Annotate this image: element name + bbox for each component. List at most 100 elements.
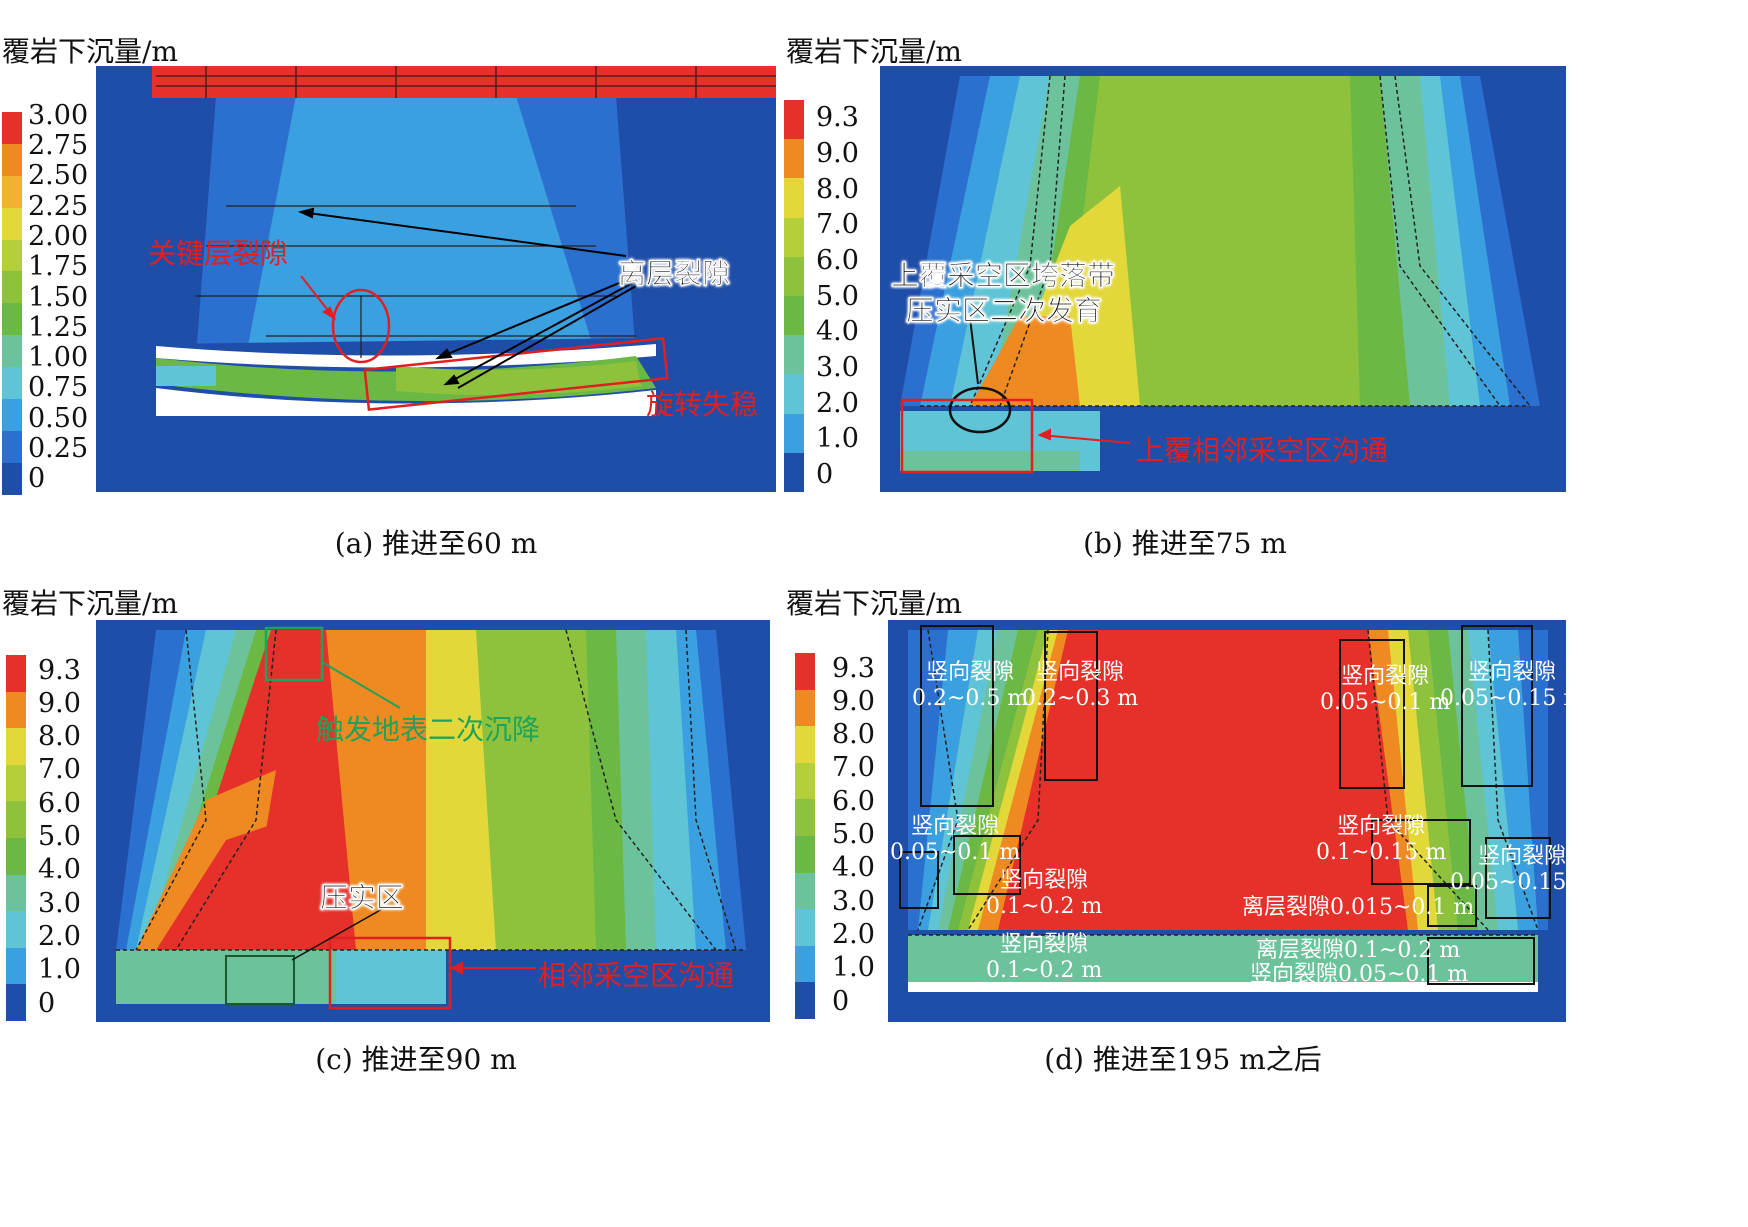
tick: 9.0 <box>816 138 859 169</box>
tick: 1.0 <box>832 952 875 983</box>
subsidence-contour-plot <box>96 620 770 1022</box>
key-layer-fracture-label: 关键层裂隙 <box>148 237 289 270</box>
vertical-fracture-label: 竖向裂隙 0.1~0.2 m <box>986 868 1102 920</box>
vertical-fracture-label: 竖向裂隙 0.05~0.15 m <box>1450 844 1594 896</box>
subsidence-contour-plot <box>888 620 1566 1022</box>
tick: 3.00 <box>28 100 89 131</box>
vertical-fracture-label: 竖向裂隙 0.2~0.5 m <box>912 660 1028 712</box>
compaction-zone-label: 压实区二次发育 <box>906 294 1103 327</box>
colorbar <box>6 655 26 1021</box>
colorbar-label: 覆岩下沉量/m <box>2 35 178 68</box>
vertical-fracture-label: 竖向裂隙 0.05~0.15 m <box>1440 660 1584 712</box>
tick: 3.0 <box>816 352 859 383</box>
fracture-title: 竖向裂隙 <box>1337 814 1426 839</box>
tick: 3.0 <box>832 886 875 917</box>
tick: 2.50 <box>28 160 89 191</box>
caption-d: (d) 推进至195 m之后 <box>1044 1043 1322 1076</box>
subsidence-contour-plot <box>880 66 1566 492</box>
tick: 4.0 <box>38 854 81 885</box>
subsidence-contour-plot <box>96 66 776 492</box>
tick: 1.50 <box>28 282 89 313</box>
colorbar-label: 覆岩下沉量/m <box>2 587 178 620</box>
vertical-fracture-label: 竖向裂隙 0.05~0.1 m <box>890 814 1020 866</box>
tick: 7.0 <box>832 752 875 783</box>
rotation-instability-label: 旋转失稳 <box>646 388 759 421</box>
fracture-title: 竖向裂隙 <box>926 660 1015 685</box>
fracture-title: 竖向裂隙 <box>1000 932 1089 957</box>
tick: 2.0 <box>816 388 859 419</box>
tick: 5.0 <box>38 821 81 852</box>
tick: 4.0 <box>832 852 875 883</box>
tick: 0.50 <box>28 403 89 434</box>
tick: 4.0 <box>816 316 859 347</box>
tick: 2.0 <box>38 921 81 952</box>
tick: 8.0 <box>832 719 875 750</box>
vertical-fracture-label: 竖向裂隙 0.2~0.3 m <box>1022 660 1138 712</box>
tick: 6.0 <box>38 788 81 819</box>
tick: 7.0 <box>38 754 81 785</box>
upper-goaf-caving-label: 上覆采空区垮落带 <box>891 259 1116 292</box>
tick: 9.3 <box>816 102 859 133</box>
colorbar-label: 覆岩下沉量/m <box>786 35 962 68</box>
adjacent-goaf-connection-label: 上覆相邻采空区沟通 <box>1136 434 1389 467</box>
tick: 1.0 <box>816 423 859 454</box>
tick: 2.0 <box>832 919 875 950</box>
separation-fracture-label: 离层裂隙 <box>618 257 731 290</box>
tick: 6.0 <box>816 245 859 276</box>
adjacent-goaf-connection-label: 相邻采空区沟通 <box>538 959 735 992</box>
tick: 1.75 <box>28 251 89 282</box>
fracture-title: 竖向裂隙 <box>1000 868 1089 893</box>
tick: 5.0 <box>832 819 875 850</box>
separation-fracture-label: 离层裂隙0.015~0.1 m <box>1242 895 1475 920</box>
tick: 1.00 <box>28 342 89 373</box>
tick: 3.0 <box>38 888 81 919</box>
tick: 0.25 <box>28 433 89 464</box>
tick: 0 <box>28 463 46 494</box>
fracture-range: 0.1~0.15 m <box>1316 840 1447 865</box>
tick: 0 <box>38 988 56 1019</box>
fracture-title: 竖向裂隙 <box>1341 664 1430 689</box>
fracture-range: 0.05~0.15 m <box>1440 686 1585 711</box>
tick: 1.0 <box>38 954 81 985</box>
tick: 5.0 <box>816 281 859 312</box>
vertical-fracture-label: 竖向裂隙 0.05~0.1 m <box>1320 664 1450 716</box>
vertical-fracture-label: 竖向裂隙0.05~0.1 m <box>1250 962 1469 987</box>
vertical-fracture-label: 竖向裂隙 0.1~0.15 m <box>1316 814 1446 866</box>
tick: 2.75 <box>28 130 89 161</box>
tick: 6.0 <box>832 786 875 817</box>
colorbar <box>2 112 22 495</box>
caption-a: (a) 推进至60 m <box>334 527 538 560</box>
surface-secondary-subsidence-label: 触发地表二次沉降 <box>316 713 541 746</box>
tick: 9.0 <box>38 688 81 719</box>
tick: 9.3 <box>832 653 875 684</box>
fracture-range: 0.2~0.3 m <box>1022 686 1139 711</box>
tick: 1.25 <box>28 312 89 343</box>
colorbar <box>795 653 815 1019</box>
vertical-fracture-label: 竖向裂隙 0.1~0.2 m <box>986 932 1102 984</box>
fracture-title: 竖向裂隙 <box>1036 660 1125 685</box>
fracture-range: 0.05~0.1 m <box>890 840 1021 865</box>
fracture-range: 0.2~0.5 m <box>912 686 1029 711</box>
fracture-range: 0.05~0.15 m <box>1450 870 1595 895</box>
tick: 0 <box>816 459 834 490</box>
tick: 8.0 <box>38 721 81 752</box>
fracture-title: 竖向裂隙 <box>1478 844 1567 869</box>
fracture-range: 0.1~0.2 m <box>986 894 1103 919</box>
tick: 2.25 <box>28 191 89 222</box>
fracture-range: 0.1~0.2 m <box>986 958 1103 983</box>
separation-fracture-label: 离层裂隙0.1~0.2 m <box>1256 938 1461 963</box>
tick: 8.0 <box>816 174 859 205</box>
compaction-zone-label: 压实区 <box>320 881 405 914</box>
tick: 9.3 <box>38 655 81 686</box>
tick: 7.0 <box>816 209 859 240</box>
colorbar <box>784 100 804 492</box>
caption-c: (c) 推进至90 m <box>315 1043 517 1076</box>
tick: 0 <box>832 986 850 1017</box>
tick: 0.75 <box>28 372 89 403</box>
fracture-title: 竖向裂隙 <box>911 814 1000 839</box>
fracture-range: 0.05~0.1 m <box>1320 690 1451 715</box>
tick: 9.0 <box>832 686 875 717</box>
caption-b: (b) 推进至75 m <box>1083 527 1287 560</box>
colorbar-label: 覆岩下沉量/m <box>786 587 962 620</box>
fracture-title: 竖向裂隙 <box>1468 660 1557 685</box>
